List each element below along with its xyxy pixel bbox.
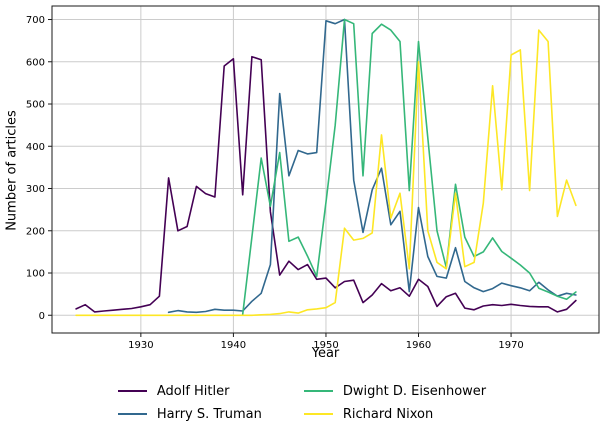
legend-item-harry-s-truman: Harry S. Truman [117, 406, 262, 422]
legend-item-richard-nixon: Richard Nixon [303, 406, 486, 422]
x-tick-label: 1940 [221, 340, 246, 351]
y-tick-label: 400 [26, 142, 45, 153]
legend-line-swatch [303, 413, 333, 415]
series-line-harry-s-truman [167, 18, 577, 314]
series-line-adolf-hitler [75, 55, 577, 313]
legend-label: Adolf Hitler [156, 383, 230, 399]
legend-label: Richard Nixon [342, 406, 434, 422]
y-axis-label: Number of articles [4, 110, 20, 231]
x-tick-label: 1950 [313, 340, 338, 351]
legend-column-1: Adolf Hitler Harry S. Truman [117, 383, 262, 422]
y-tick-label: 600 [26, 57, 45, 68]
y-tick-label: 700 [26, 15, 45, 26]
y-tick-label: 500 [26, 100, 45, 111]
y-tick-label: 0 [39, 311, 45, 322]
legend-item-dwight-d-eisenhower: Dwight D. Eisenhower [303, 383, 487, 399]
legend-line-swatch [117, 390, 147, 392]
x-tick-label: 1970 [498, 340, 523, 351]
y-tick-label: 100 [26, 269, 45, 280]
legend-column-2: Dwight D. Eisenhower Richard Nixon [303, 383, 487, 422]
x-tick-label: 1960 [406, 340, 431, 351]
legend-label: Harry S. Truman [156, 406, 262, 422]
series-line-dwight-d-eisenhower [241, 18, 577, 316]
legend-line-swatch [117, 413, 147, 415]
y-tick-label: 300 [26, 184, 45, 195]
legend-line-swatch [303, 390, 333, 392]
legend-item-adolf-hitler: Adolf Hitler [117, 383, 262, 399]
y-tick-label: 200 [26, 226, 45, 237]
legend-label: Dwight D. Eisenhower [342, 383, 487, 399]
x-tick-label: 1930 [128, 340, 153, 351]
x-axis-label: Year [311, 346, 340, 361]
series-line-richard-nixon [75, 29, 577, 317]
legend: Adolf Hitler Harry S. Truman Dwight D. E… [52, 383, 552, 422]
